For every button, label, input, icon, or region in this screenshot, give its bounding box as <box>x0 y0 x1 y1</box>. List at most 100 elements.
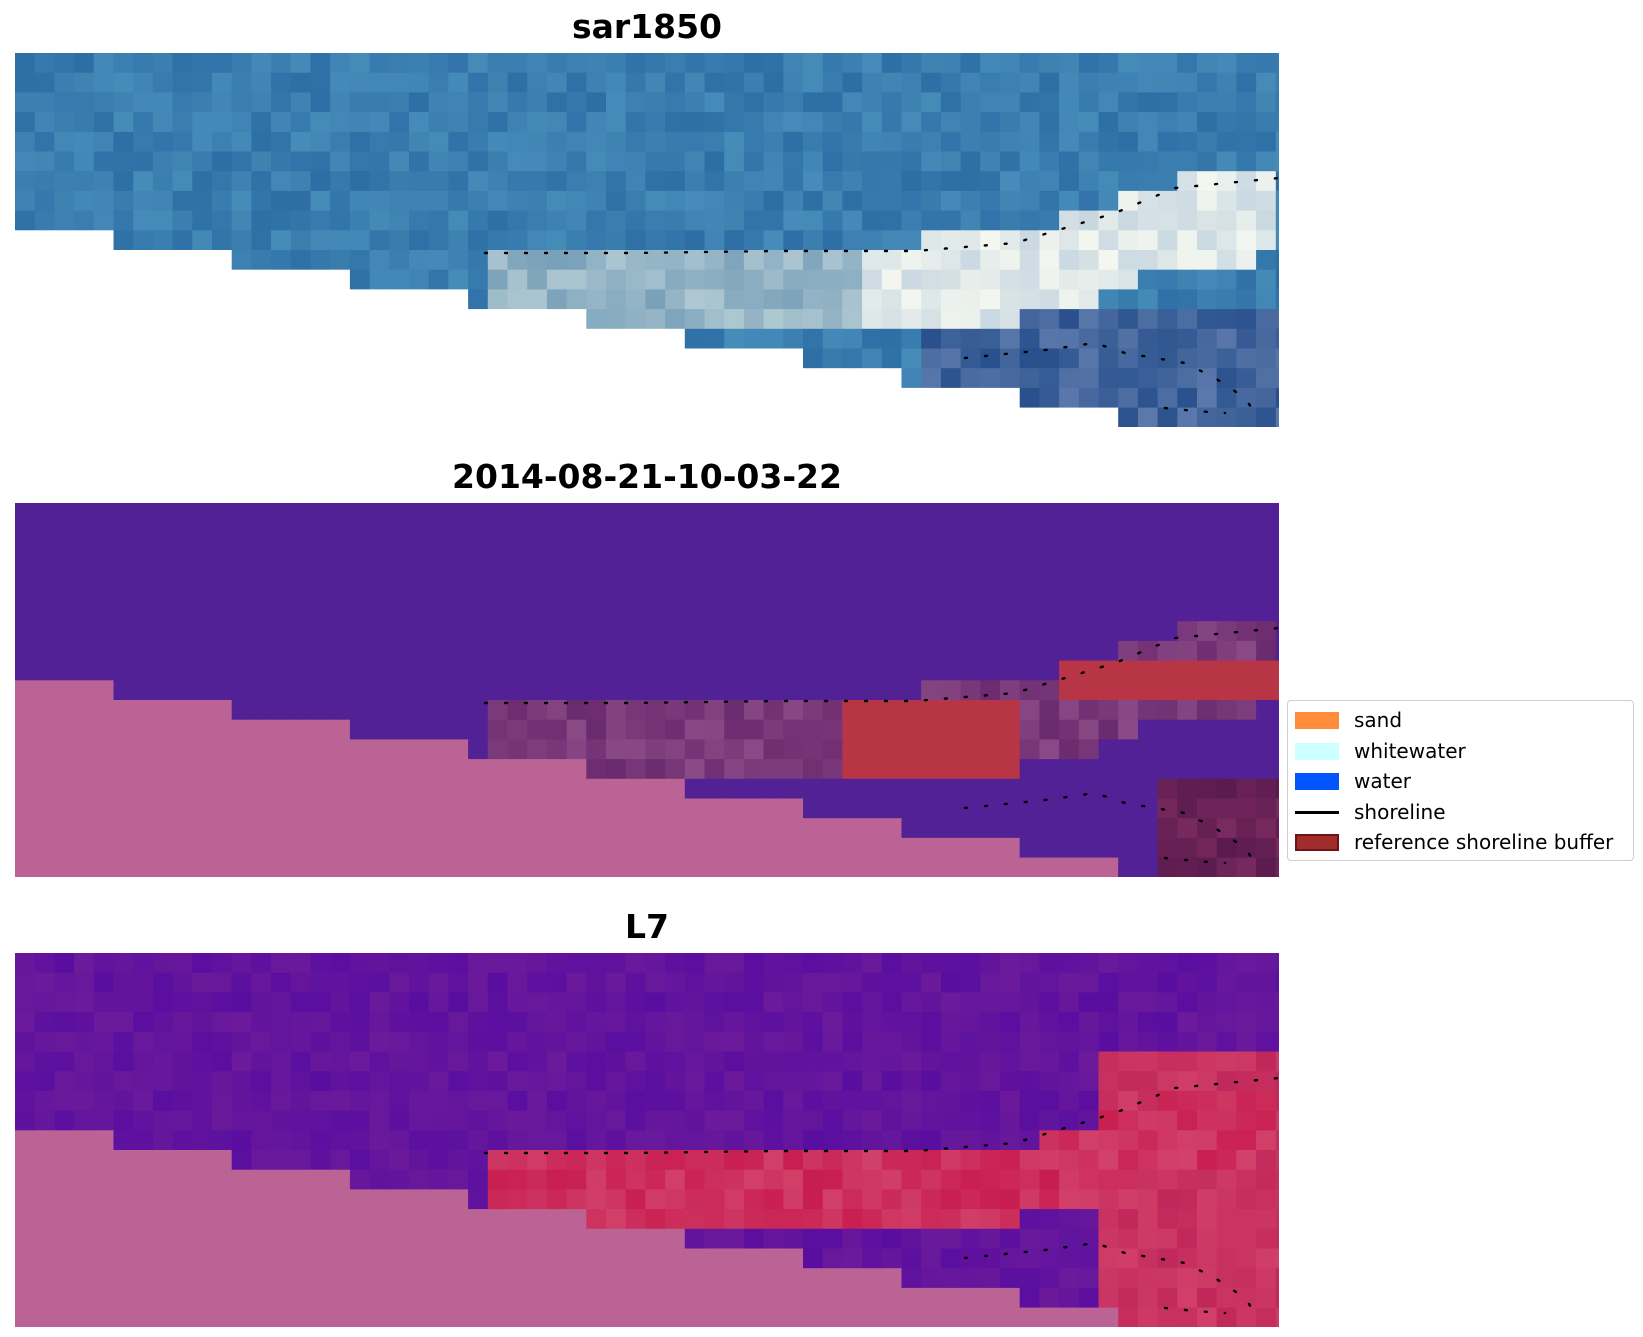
image-pixel <box>842 1209 863 1230</box>
image-pixel <box>487 818 509 839</box>
image-pixel <box>645 131 666 153</box>
image-pixel <box>862 1287 883 1309</box>
image-pixel <box>93 190 115 212</box>
image-pixel <box>271 328 292 350</box>
image-pixel <box>389 1248 410 1269</box>
image-pixel <box>1256 348 1277 369</box>
image-pixel <box>684 1189 706 1210</box>
image-pixel <box>409 660 430 681</box>
image-pixel <box>1039 581 1060 603</box>
image-pixel <box>842 778 863 800</box>
image-pixel <box>1157 581 1178 603</box>
image-pixel <box>901 953 922 974</box>
image-pixel <box>862 1189 883 1210</box>
image-pixel <box>665 700 686 721</box>
image-pixel <box>980 407 1001 427</box>
image-pixel <box>921 640 942 662</box>
image-pixel <box>743 230 765 251</box>
image-pixel <box>389 72 410 93</box>
image-pixel <box>921 953 942 974</box>
image-pixel <box>310 1090 331 1112</box>
image-pixel <box>1059 719 1080 740</box>
image-pixel <box>487 857 509 877</box>
image-pixel <box>1019 778 1040 800</box>
image-pixel <box>724 1268 745 1289</box>
image-pixel <box>212 719 233 740</box>
image-pixel <box>527 680 548 701</box>
image-pixel <box>1039 368 1060 389</box>
image-pixel <box>1216 953 1237 974</box>
image-pixel <box>113 759 134 780</box>
image-pixel <box>1197 640 1218 662</box>
image-pixel <box>842 542 863 563</box>
image-pixel <box>980 953 1001 974</box>
image-pixel <box>330 778 351 800</box>
image-pixel <box>1000 1031 1021 1053</box>
image-pixel <box>34 992 55 1013</box>
image-pixel <box>783 1189 804 1210</box>
image-pixel <box>527 522 548 543</box>
image-pixel <box>1039 837 1060 859</box>
image-pixel <box>546 1189 568 1210</box>
image-pixel <box>330 1307 351 1327</box>
image-pixel <box>93 269 115 290</box>
image-pixel <box>566 112 587 133</box>
image-pixel <box>783 328 804 350</box>
image-pixel <box>251 601 272 622</box>
image-pixel <box>34 309 55 330</box>
image-pixel <box>803 1287 824 1309</box>
image-pixel <box>1216 289 1237 310</box>
image-pixel <box>862 818 883 839</box>
legend-label-reference-buffer: reference shoreline buffer <box>1354 830 1614 854</box>
image-pixel <box>704 1090 725 1112</box>
image-pixel <box>566 53 587 74</box>
image-pixel <box>231 230 252 251</box>
image-pixel <box>369 190 390 212</box>
image-pixel <box>862 503 883 524</box>
image-pixel <box>921 131 942 153</box>
image-pixel <box>54 700 75 721</box>
image-pixel <box>15 972 36 993</box>
image-pixel <box>448 660 469 681</box>
image-pixel <box>1118 230 1139 251</box>
image-pixel <box>1137 739 1159 760</box>
image-pixel <box>487 542 509 563</box>
image-pixel <box>1157 857 1178 877</box>
image-pixel <box>822 503 843 524</box>
image-pixel <box>330 1031 351 1053</box>
image-pixel <box>803 660 824 681</box>
image-pixel <box>349 660 371 681</box>
image-pixel <box>369 778 390 800</box>
image-pixel <box>409 798 430 819</box>
image-pixel <box>310 53 331 74</box>
image-pixel <box>566 309 587 330</box>
image-pixel <box>1019 719 1040 740</box>
image-pixel <box>783 151 804 172</box>
image-pixel <box>231 328 252 350</box>
image-pixel <box>901 1090 922 1112</box>
image-pixel <box>881 503 903 524</box>
image-pixel <box>645 601 666 622</box>
image-pixel <box>369 1189 390 1210</box>
image-pixel <box>743 818 765 839</box>
image-pixel <box>1275 387 1279 409</box>
image-pixel <box>428 562 449 583</box>
image-pixel <box>960 700 981 721</box>
image-pixel <box>349 387 371 409</box>
image-pixel <box>822 210 843 231</box>
image-pixel <box>251 1287 272 1309</box>
image-pixel <box>1275 1150 1279 1171</box>
image-pixel <box>1275 250 1279 271</box>
image-pixel <box>803 131 824 153</box>
image-pixel <box>54 680 75 701</box>
image-pixel <box>349 348 371 369</box>
image-pixel <box>606 230 627 251</box>
image-pixel <box>645 309 666 330</box>
image-pixel <box>428 640 449 662</box>
image-pixel <box>1019 210 1040 231</box>
image-pixel <box>822 857 843 877</box>
image-pixel <box>34 72 55 93</box>
image-pixel <box>546 72 568 93</box>
image-pixel <box>1039 719 1060 740</box>
image-pixel <box>862 407 883 427</box>
